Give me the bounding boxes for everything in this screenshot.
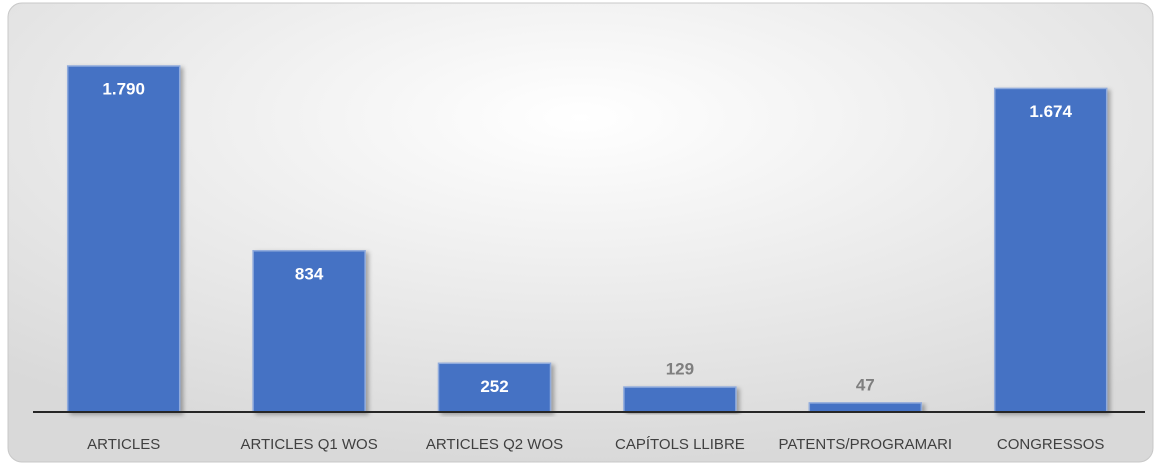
bar — [252, 250, 366, 413]
x-tick-label: ARTICLES Q2 WOS — [426, 436, 563, 453]
value-label: 129 — [666, 360, 694, 379]
value-label: 834 — [295, 264, 324, 283]
bar — [993, 87, 1108, 413]
value-label: 252 — [480, 377, 508, 396]
value-label: 47 — [856, 375, 875, 394]
x-tick-label: CONGRESSOS — [997, 436, 1105, 453]
bar — [437, 362, 552, 413]
value-label: 1.674 — [1029, 102, 1072, 121]
x-tick-label: ARTICLES — [87, 436, 160, 453]
bar — [623, 386, 737, 413]
value-label: 1.790 — [102, 79, 145, 98]
bars — [66, 65, 1108, 413]
x-tick-label: CAPÍTOLS LLIBRE — [615, 436, 745, 453]
x-tick-label: PATENTS/PROGRAMARI — [778, 436, 952, 453]
x-tick-label: ARTICLES Q1 WOS — [240, 436, 377, 453]
bar — [66, 65, 181, 413]
bar — [808, 402, 923, 413]
